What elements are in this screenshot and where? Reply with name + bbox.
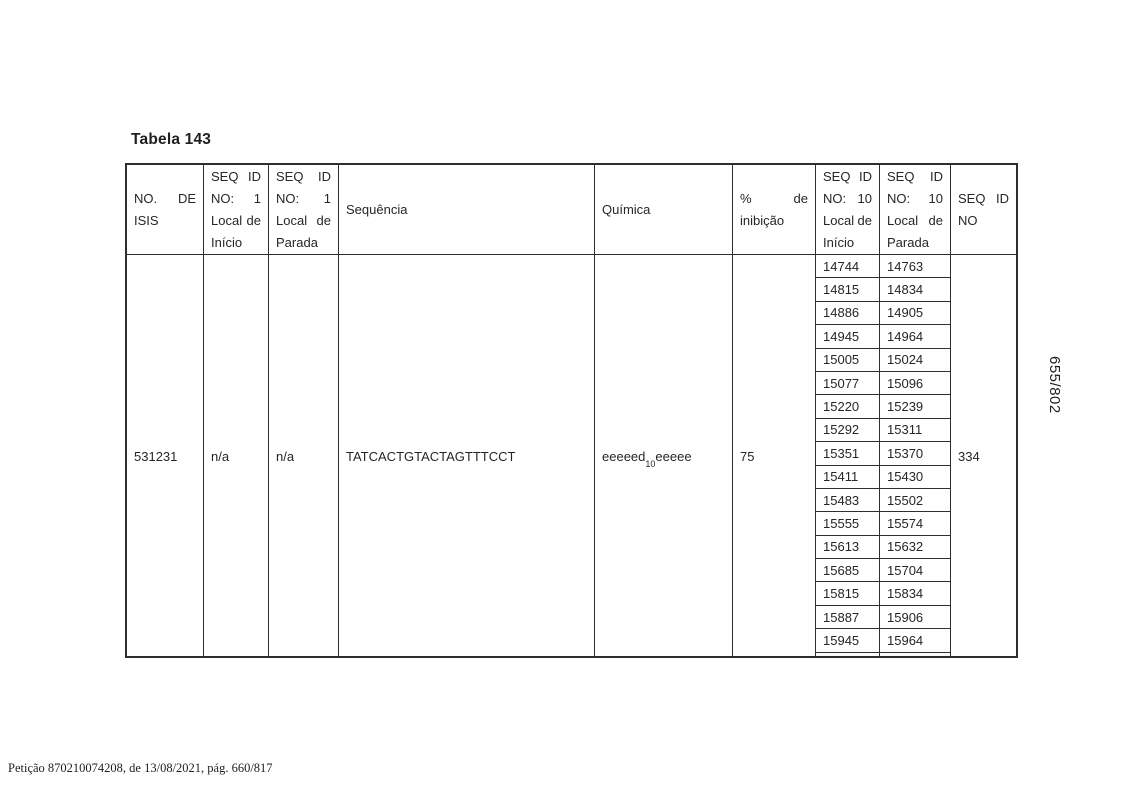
start-site-cell: 15005 [816,349,879,372]
header-line: Parada [276,234,318,250]
header-line: NO: 1 [276,190,331,206]
stop-site-cell: 14763 [880,255,950,279]
stop-site-cell: 14905 [880,302,950,326]
cell-seq1-stop-site: n/a [269,255,339,658]
header-line: Local de [887,212,943,228]
stop-site-cell: 15964 [880,629,950,653]
cell-inhibition-percent: 75 [733,255,816,658]
header-line: Parada [887,234,929,250]
start-site-cell: 15945 [816,629,879,653]
header-line: SEQ ID [823,168,872,184]
header-line: SEQ ID [276,168,331,184]
header-line: SEQ ID [887,168,943,184]
cell-seq1-start-site: n/a [204,255,269,658]
start-site-cell: 15292 [816,419,879,443]
start-site-cell: 15483 [816,489,879,513]
start-site-cell: 15887 [816,606,879,630]
stop-site-cell: 14834 [880,278,950,302]
data-table: NO. DE ISIS SEQ ID NO: 1 Local de Início SEQ ID NO: 1… [125,163,1018,658]
stop-site-cell: 15704 [880,559,950,583]
stop-site-cell: 15311 [880,419,950,443]
cell-seq-id-no: 334 [958,449,980,464]
header-line: NO: 1 [211,190,261,206]
header-line: Início [823,234,855,250]
cell-isis-number: 531231 [127,255,204,658]
table-header-row: NO. DE ISIS SEQ ID NO: 1 Local de Início SEQ ID NO: 1… [127,165,1016,255]
start-site-cell: 15555 [816,512,879,536]
start-site-cell: 14744 [816,255,879,279]
header-cell-isis: NO. DE ISIS [127,165,204,254]
header-line: Local de [823,212,872,228]
seq10-start-sites-column: 14744 14815 14886 14945 15005 15077 15220 15292… [816,255,880,658]
header-cell-seq1-start: SEQ ID NO: 1 Local de Início [204,165,269,254]
header-line: Local de [276,212,331,228]
stop-site-cell: 15502 [880,489,950,513]
start-site-cell: 15220 [816,395,879,419]
header-line: ISIS [134,212,159,228]
header-cell-seq10-stop: SEQ ID NO: 10 Local de Parada [880,165,951,254]
stop-site-cell: 15430 [880,466,950,489]
header-line: NO: 10 [823,190,872,206]
header-line: Início [211,234,243,250]
stop-site-cell: 15834 [880,582,950,606]
chemistry-text: eeeeed10eeeee [602,449,692,469]
header-line: Sequência [346,201,408,217]
seq10-stop-sites-column: 14763 14834 14905 14964 15024 15096 15239 15311… [880,255,951,658]
header-cell-seq1-stop: SEQ ID NO: 1 Local de Parada [269,165,339,254]
stop-site-cell: 15906 [880,606,950,630]
header-cell-sequence: Sequência [339,165,595,254]
start-site-cell: 15815 [816,582,879,606]
cell-chemistry: eeeeed10eeeee [595,255,733,658]
start-site-cell: 15351 [816,442,879,466]
start-site-cell: 15613 [816,536,879,560]
start-site-cell: 14886 [816,302,879,326]
stop-site-cell: 15024 [880,349,950,372]
header-line: SEQ ID [211,168,261,184]
start-site-cell: 15411 [816,466,879,489]
chemistry-subscript: 10 [645,458,656,469]
header-line: % de [740,190,808,206]
cell-sequence: TATCACTGTACTAGTTTCCT [339,255,595,658]
petition-footer: Petição 870210074208, de 13/08/2021, pág… [8,761,273,775]
start-site-cell: 14815 [816,278,879,302]
stop-site-cell: 15574 [880,512,950,536]
start-site-cell: 14945 [816,325,879,349]
table-body-row: 531231 n/a n/a TATCACTGTACTAGTTTCCT eeee… [127,255,1016,658]
header-line: inibição [740,212,785,228]
header-cell-seq-id-no: SEQ ID NO [951,165,1016,254]
header-cell-chemistry: Química [595,165,733,254]
header-line: NO. DE [134,190,196,206]
stop-site-cell: 15370 [880,442,950,466]
header-cell-seq10-start: SEQ ID NO: 10 Local de Início [816,165,880,254]
start-site-cell: 15685 [816,559,879,583]
header-line: SEQ ID [958,190,1009,206]
stop-site-cell: 14964 [880,325,950,349]
stop-site-cell: 15239 [880,395,950,419]
header-line: Química [602,201,651,217]
table-title: Tabela 143 [131,131,212,148]
header-line: NO [958,212,978,228]
header-cell-inhibition: % de inibição [733,165,816,254]
stop-site-cell: 15096 [880,372,950,396]
header-line: NO: 10 [887,190,943,206]
stop-site-cell: 15632 [880,536,950,560]
start-site-cell: 15077 [816,372,879,396]
side-page-number: 655/802 [1046,356,1063,414]
header-line: Local de [211,212,261,228]
